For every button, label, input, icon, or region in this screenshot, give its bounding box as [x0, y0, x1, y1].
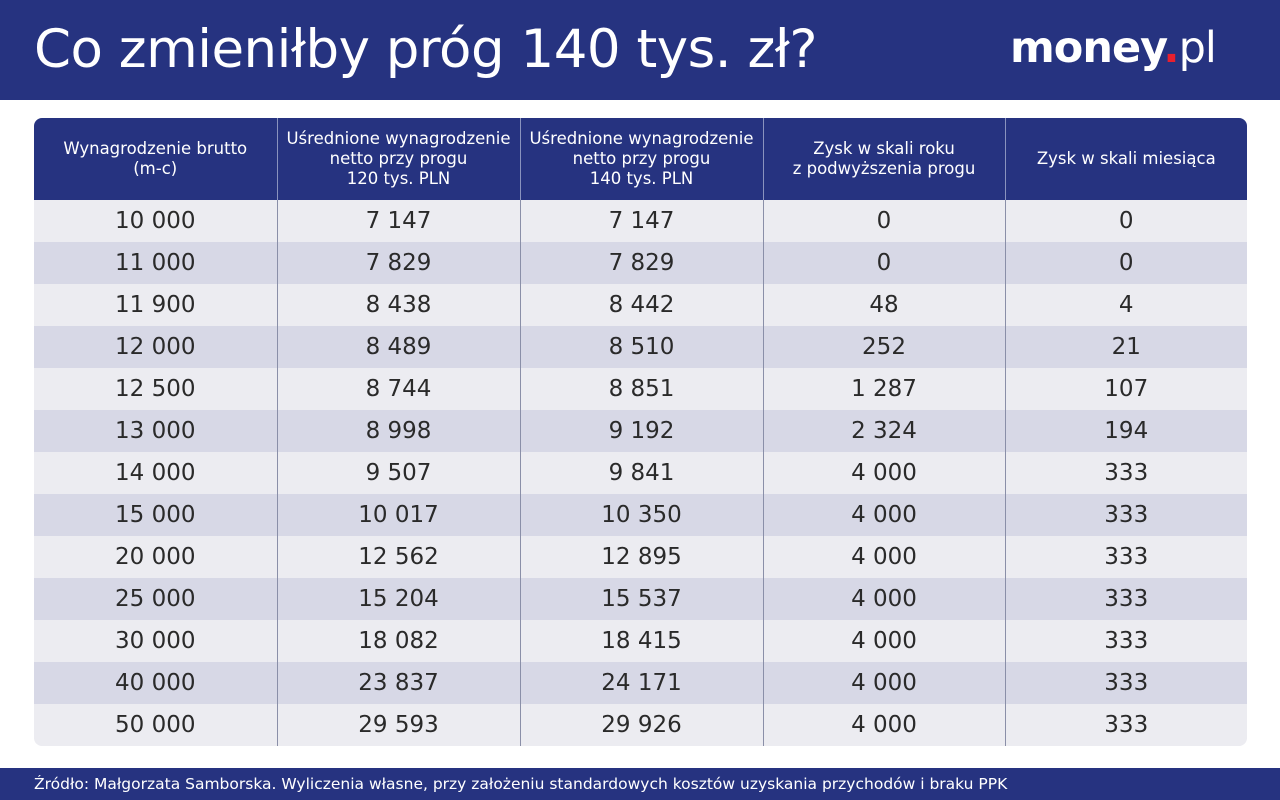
cell-yearly-gain: 4 000 — [762, 620, 1005, 662]
cell-net-120k: 10 017 — [276, 494, 520, 536]
header-bar: Co zmieniłby próg 140 tys. zł? money.pl — [0, 0, 1280, 100]
table-row: 40 000 23 837 24 171 4 000 333 — [34, 662, 1247, 704]
table-row: 12 500 8 744 8 851 1 287 107 — [34, 368, 1247, 410]
cell-gross-salary: 10 000 — [115, 208, 196, 234]
cell-gross-salary: 12 000 — [115, 334, 196, 360]
cell-monthly-gain: 333 — [1004, 662, 1247, 704]
cell-monthly-gain: 0 — [1004, 200, 1247, 242]
cell-net-140k: 29 926 — [519, 704, 763, 746]
cell-gross-salary: 11 900 — [115, 292, 196, 318]
cell-net-120k: 18 082 — [276, 620, 520, 662]
page-title: Co zmieniłby próg 140 tys. zł? — [34, 19, 817, 80]
cell-gross-salary: 11 000 — [115, 250, 196, 276]
cell-net-120k: 8 998 — [276, 410, 520, 452]
table-row: 11 900 8 438 8 442 48 4 — [34, 284, 1247, 326]
table-row: 11 000 7 829 7 829 0 0 — [34, 242, 1247, 284]
cell-yearly-gain: 4 000 — [762, 494, 1005, 536]
cell-gross-salary: 20 000 — [115, 544, 196, 570]
cell-gross-salary: 14 000 — [115, 460, 196, 486]
salary-table-container: Wynagrodzenie brutto (m-c) Uśrednione wy… — [34, 118, 1247, 746]
cell-net-120k: 7 147 — [276, 200, 520, 242]
table-body: 10 000 7 147 7 147 0 0 11 000 7 829 7 829 0 0 11 9… — [34, 200, 1247, 746]
cell-net-140k: 15 537 — [519, 578, 763, 620]
cell-monthly-gain: 0 — [1004, 242, 1247, 284]
cell-yearly-gain: 4 000 — [762, 452, 1005, 494]
cell-net-140k: 8 851 — [519, 368, 763, 410]
cell-net-120k: 9 507 — [276, 452, 520, 494]
cell-net-120k: 7 829 — [276, 242, 520, 284]
cell-net-140k: 7 147 — [519, 200, 763, 242]
cell-net-120k: 29 593 — [276, 704, 520, 746]
cell-net-120k: 8 744 — [276, 368, 520, 410]
table-row: 15 000 10 017 10 350 4 000 333 — [34, 494, 1247, 536]
cell-net-140k: 8 442 — [519, 284, 763, 326]
logo-dot: . — [1163, 23, 1179, 73]
salary-table: Wynagrodzenie brutto (m-c) Uśrednione wy… — [34, 118, 1247, 746]
cell-yearly-gain: 0 — [762, 242, 1005, 284]
cell-yearly-gain: 252 — [762, 326, 1005, 368]
cell-net-140k: 10 350 — [519, 494, 763, 536]
cell-monthly-gain: 21 — [1004, 326, 1247, 368]
cell-net-120k: 15 204 — [276, 578, 520, 620]
cell-yearly-gain: 4 000 — [762, 704, 1005, 746]
cell-monthly-gain: 333 — [1004, 452, 1247, 494]
cell-monthly-gain: 194 — [1004, 410, 1247, 452]
cell-net-140k: 7 829 — [519, 242, 763, 284]
cell-net-120k: 8 438 — [276, 284, 520, 326]
cell-yearly-gain: 4 000 — [762, 536, 1005, 578]
logo-tld: pl — [1178, 23, 1217, 73]
cell-yearly-gain: 4 000 — [762, 662, 1005, 704]
cell-monthly-gain: 333 — [1004, 578, 1247, 620]
column-header-yearly-gain: Zysk w skali roku z podwyższenia progu — [762, 118, 1005, 200]
cell-monthly-gain: 333 — [1004, 704, 1247, 746]
cell-gross-salary: 13 000 — [115, 418, 196, 444]
column-header-gross-salary: Wynagrodzenie brutto (m-c) — [34, 118, 277, 200]
cell-gross-salary: 25 000 — [115, 586, 196, 612]
cell-yearly-gain: 2 324 — [762, 410, 1005, 452]
logo-name: money — [1010, 23, 1164, 73]
table-row: 13 000 8 998 9 192 2 324 194 — [34, 410, 1247, 452]
cell-net-140k: 24 171 — [519, 662, 763, 704]
table-row: 12 000 8 489 8 510 252 21 — [34, 326, 1247, 368]
cell-gross-salary: 30 000 — [115, 628, 196, 654]
cell-monthly-gain: 333 — [1004, 494, 1247, 536]
source-note: Źródło: Małgorzata Samborska. Wyliczenia… — [34, 775, 1008, 793]
cell-net-120k: 12 562 — [276, 536, 520, 578]
cell-monthly-gain: 333 — [1004, 620, 1247, 662]
table-row: 20 000 12 562 12 895 4 000 333 — [34, 536, 1247, 578]
cell-net-140k: 12 895 — [519, 536, 763, 578]
cell-net-140k: 8 510 — [519, 326, 763, 368]
cell-gross-salary: 40 000 — [115, 670, 196, 696]
table-row: 14 000 9 507 9 841 4 000 333 — [34, 452, 1247, 494]
cell-gross-salary: 50 000 — [115, 712, 196, 738]
table-header-row: Wynagrodzenie brutto (m-c) Uśrednione wy… — [34, 118, 1247, 200]
column-header-net-140k: Uśrednione wynagrodzenie netto przy prog… — [519, 118, 763, 200]
footer-bar: Źródło: Małgorzata Samborska. Wyliczenia… — [0, 768, 1280, 800]
table-row: 10 000 7 147 7 147 0 0 — [34, 200, 1247, 242]
cell-monthly-gain: 4 — [1004, 284, 1247, 326]
cell-net-120k: 8 489 — [276, 326, 520, 368]
column-header-monthly-gain: Zysk w skali miesiąca — [1004, 118, 1247, 200]
cell-yearly-gain: 1 287 — [762, 368, 1005, 410]
cell-yearly-gain: 4 000 — [762, 578, 1005, 620]
cell-monthly-gain: 107 — [1004, 368, 1247, 410]
cell-net-140k: 9 841 — [519, 452, 763, 494]
cell-net-120k: 23 837 — [276, 662, 520, 704]
cell-net-140k: 18 415 — [519, 620, 763, 662]
cell-monthly-gain: 333 — [1004, 536, 1247, 578]
cell-yearly-gain: 0 — [762, 200, 1005, 242]
cell-yearly-gain: 48 — [762, 284, 1005, 326]
cell-gross-salary: 12 500 — [115, 376, 196, 402]
table-row: 25 000 15 204 15 537 4 000 333 — [34, 578, 1247, 620]
money-pl-logo: money.pl — [1010, 16, 1217, 80]
column-header-net-120k: Uśrednione wynagrodzenie netto przy prog… — [276, 118, 520, 200]
table-row: 30 000 18 082 18 415 4 000 333 — [34, 620, 1247, 662]
cell-gross-salary: 15 000 — [115, 502, 196, 528]
cell-net-140k: 9 192 — [519, 410, 763, 452]
table-row: 50 000 29 593 29 926 4 000 333 — [34, 704, 1247, 746]
